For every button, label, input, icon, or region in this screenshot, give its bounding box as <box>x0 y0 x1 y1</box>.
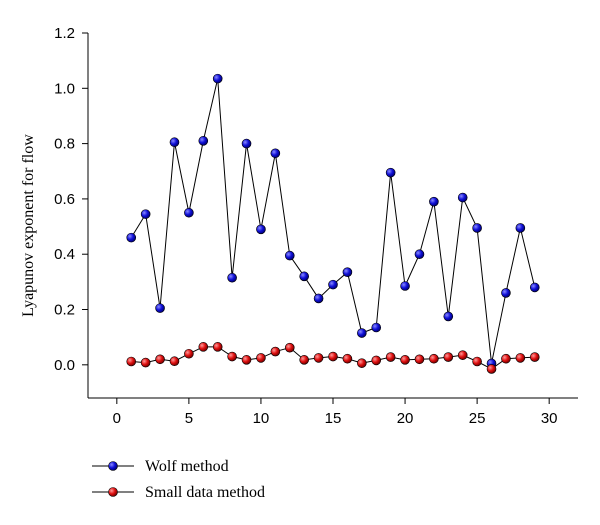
series-small-data-method <box>126 342 540 374</box>
data-point <box>169 356 180 367</box>
data-point <box>501 288 511 298</box>
data-point <box>126 232 137 243</box>
y-tick-label: 1.2 <box>54 25 75 42</box>
data-point <box>429 196 439 207</box>
data-point <box>342 267 353 277</box>
y-tick-label: 0.8 <box>54 136 75 153</box>
data-point <box>357 328 367 338</box>
data-point <box>501 353 511 364</box>
axes: 0 5 10 15 20 25 30 0.0 0.2 0.4 0.6 0.8 1.0 1.2 Lyapuno… <box>20 25 578 427</box>
data-point <box>284 250 295 261</box>
data-point <box>515 353 526 363</box>
data-point <box>414 354 425 365</box>
data-point <box>400 281 410 291</box>
data-point <box>155 354 165 365</box>
data-point <box>443 352 454 362</box>
data-point <box>140 209 151 219</box>
data-point <box>256 353 266 363</box>
data-point <box>457 350 468 360</box>
data-point <box>529 352 540 362</box>
y-tick-label: 1.0 <box>54 80 75 97</box>
x-tick-label: 25 <box>469 410 486 427</box>
data-point <box>371 322 382 333</box>
data-point <box>126 356 137 367</box>
data-point <box>284 342 295 353</box>
data-point <box>198 342 209 352</box>
data-point <box>184 207 194 218</box>
data-point <box>299 355 309 365</box>
data-point <box>241 138 252 149</box>
data-point <box>529 282 540 293</box>
data-point <box>371 355 382 366</box>
data-point <box>385 352 396 362</box>
x-tick-label: 20 <box>397 410 414 427</box>
data-point <box>227 351 237 362</box>
legend-label: Small data method <box>145 484 265 501</box>
data-point <box>299 271 309 282</box>
data-point <box>400 355 410 365</box>
x-tick-label: 5 <box>185 410 193 427</box>
x-tick-label: 15 <box>325 410 342 427</box>
data-point <box>270 346 281 357</box>
data-point <box>212 73 223 84</box>
data-point <box>385 167 396 178</box>
data-point <box>184 348 194 359</box>
data-point <box>342 353 353 364</box>
data-point <box>414 249 425 260</box>
data-point <box>457 192 468 203</box>
data-point <box>486 364 497 374</box>
legend-item: Small data method <box>92 484 265 501</box>
x-tick-label: 10 <box>253 410 270 427</box>
y-axis-label: Lyapunov exponent for flow <box>20 134 37 317</box>
series-line <box>130 78 536 364</box>
data-point <box>328 351 338 362</box>
legend-marker <box>108 487 118 497</box>
data-point <box>313 293 324 304</box>
data-point <box>212 342 223 352</box>
x-tick-label: 30 <box>541 410 558 427</box>
data-point <box>169 137 180 148</box>
data-point <box>198 136 209 146</box>
data-point <box>313 353 324 363</box>
x-tick-label: 0 <box>113 410 121 427</box>
series-wolf-method <box>126 73 540 369</box>
y-tick-label: 0.4 <box>54 246 75 263</box>
data-point <box>328 279 338 290</box>
data-point <box>443 311 454 322</box>
data-point <box>515 223 526 233</box>
data-point <box>155 303 165 313</box>
data-point <box>241 355 252 365</box>
data-point <box>227 272 237 283</box>
y-tick-label: 0.2 <box>54 302 75 319</box>
legend: Wolf method Small data method <box>92 458 265 501</box>
series-layer <box>126 73 540 374</box>
y-tick-label: 0.0 <box>54 357 75 374</box>
data-point <box>256 224 266 235</box>
y-tick-label: 0.6 <box>54 191 75 208</box>
data-point <box>270 148 281 159</box>
data-point <box>357 358 367 368</box>
data-point <box>429 353 439 364</box>
legend-label: Wolf method <box>145 458 229 475</box>
legend-marker <box>108 461 118 471</box>
legend-item: Wolf method <box>92 458 229 475</box>
data-point <box>472 356 482 367</box>
data-point <box>140 357 151 368</box>
data-point <box>472 223 482 233</box>
